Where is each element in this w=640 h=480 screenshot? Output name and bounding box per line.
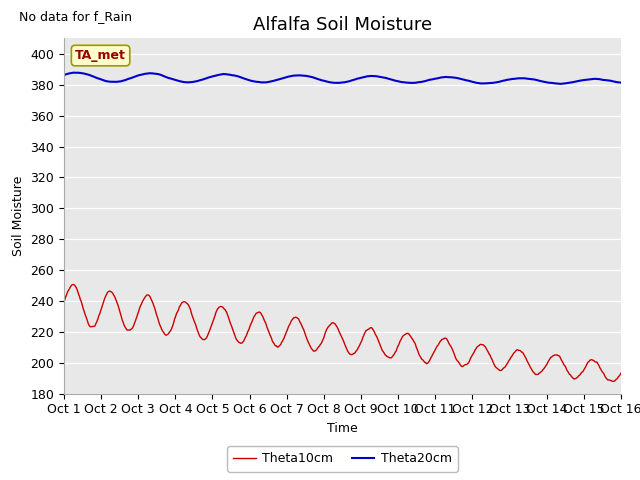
Theta10cm bbox=[70, 282, 77, 288]
X-axis label: Time: Time bbox=[327, 422, 358, 435]
Theta20cm bbox=[557, 81, 564, 87]
Theta10cm bbox=[428, 355, 435, 360]
Theta10cm bbox=[609, 379, 616, 384]
Theta10cm bbox=[185, 302, 193, 308]
Theta20cm bbox=[214, 72, 222, 78]
Theta10cm bbox=[60, 300, 68, 306]
Text: TA_met: TA_met bbox=[75, 49, 126, 62]
Theta20cm bbox=[71, 70, 79, 75]
Line: Theta20cm: Theta20cm bbox=[64, 72, 621, 84]
Theta20cm bbox=[60, 72, 68, 78]
Theta10cm bbox=[71, 283, 79, 288]
Y-axis label: Soil Moisture: Soil Moisture bbox=[12, 176, 25, 256]
Theta20cm bbox=[70, 70, 77, 75]
Theta20cm bbox=[128, 75, 136, 81]
Theta10cm bbox=[411, 340, 419, 346]
Theta10cm bbox=[617, 371, 625, 376]
Theta20cm bbox=[411, 80, 419, 85]
Line: Theta10cm: Theta10cm bbox=[64, 285, 621, 382]
Theta20cm bbox=[185, 80, 193, 85]
Theta10cm bbox=[214, 306, 222, 312]
Theta10cm bbox=[128, 325, 136, 331]
Title: Alfalfa Soil Moisture: Alfalfa Soil Moisture bbox=[253, 16, 432, 34]
Text: No data for f_Rain: No data for f_Rain bbox=[19, 10, 132, 23]
Theta20cm bbox=[428, 77, 435, 83]
Theta20cm bbox=[617, 80, 625, 85]
Legend: Theta10cm, Theta20cm: Theta10cm, Theta20cm bbox=[227, 446, 458, 471]
